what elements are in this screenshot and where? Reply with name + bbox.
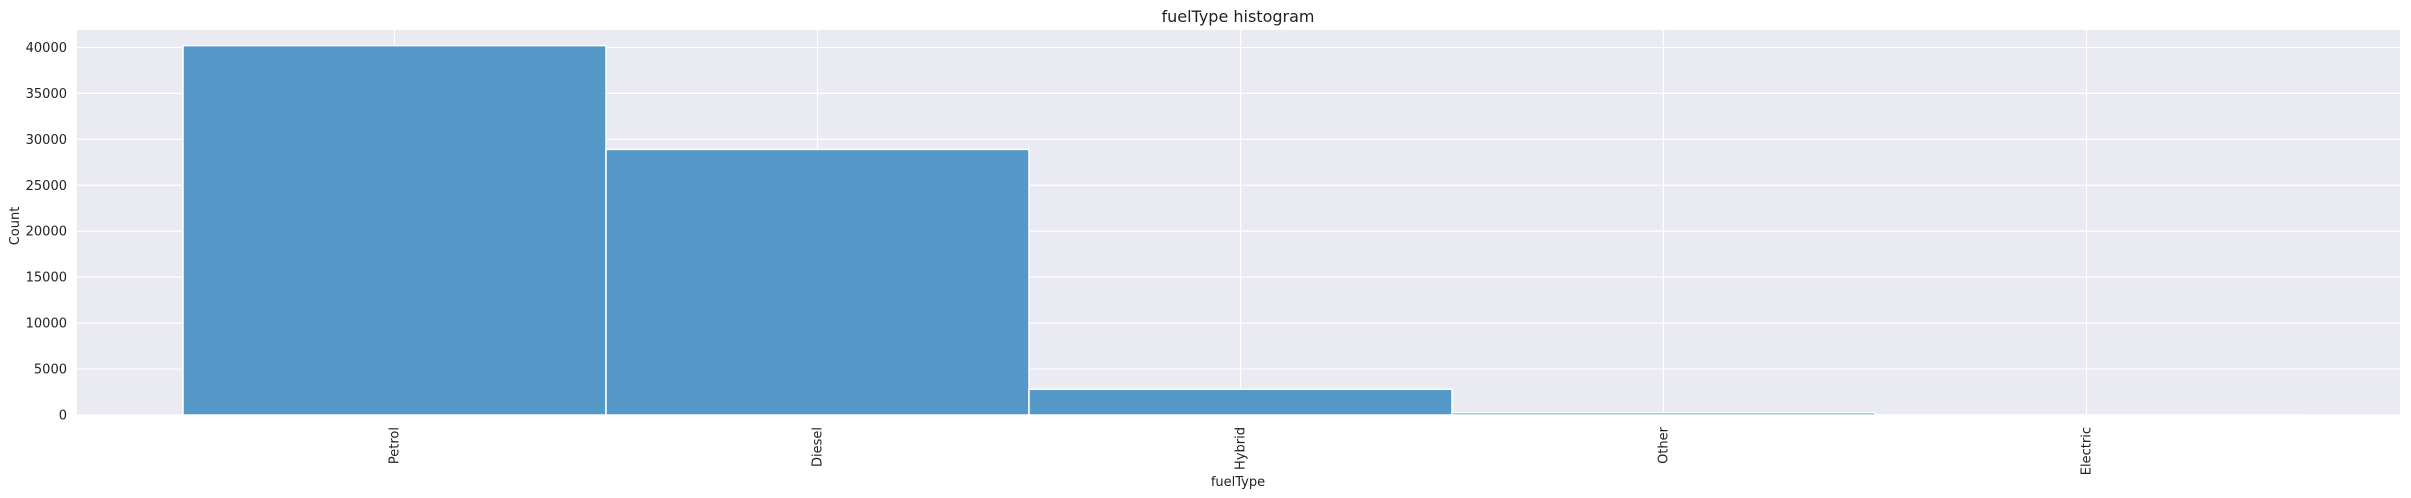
x-axis-label: fuelType [1211,475,1265,490]
x-tick-label: Electric [2080,427,2095,475]
bar-hybrid [1028,388,1453,416]
y-tick-label: 40000 [26,41,67,56]
x-tick-label: Diesel [811,427,826,467]
y-tick-labels: 0 5000 10000 15000 20000 25000 30000 35000 40000 [26,41,67,424]
x-tick-label: Other [1657,426,1672,464]
bar-diesel [605,148,1030,416]
y-tick-label: 25000 [26,179,67,194]
y-axis-label: Count [8,207,23,246]
y-tick-label: 15000 [26,271,67,286]
x-tick-label: Hybrid [1234,427,1249,470]
y-tick-label: 20000 [26,225,67,240]
y-tick-label: 10000 [26,317,67,332]
chart-title: fuelType histogram [1161,7,1314,26]
x-tick-labels: Petrol Diesel Hybrid Other Electric [388,426,2095,475]
bar-other [1451,411,1876,416]
bar-petrol [182,44,607,416]
bars [182,44,2299,416]
y-tick-label: 35000 [26,87,67,102]
y-tick-label: 0 [59,409,67,424]
y-tick-label: 30000 [26,133,67,148]
y-tick-label: 5000 [34,363,67,378]
x-tick-label: Petrol [388,427,403,464]
